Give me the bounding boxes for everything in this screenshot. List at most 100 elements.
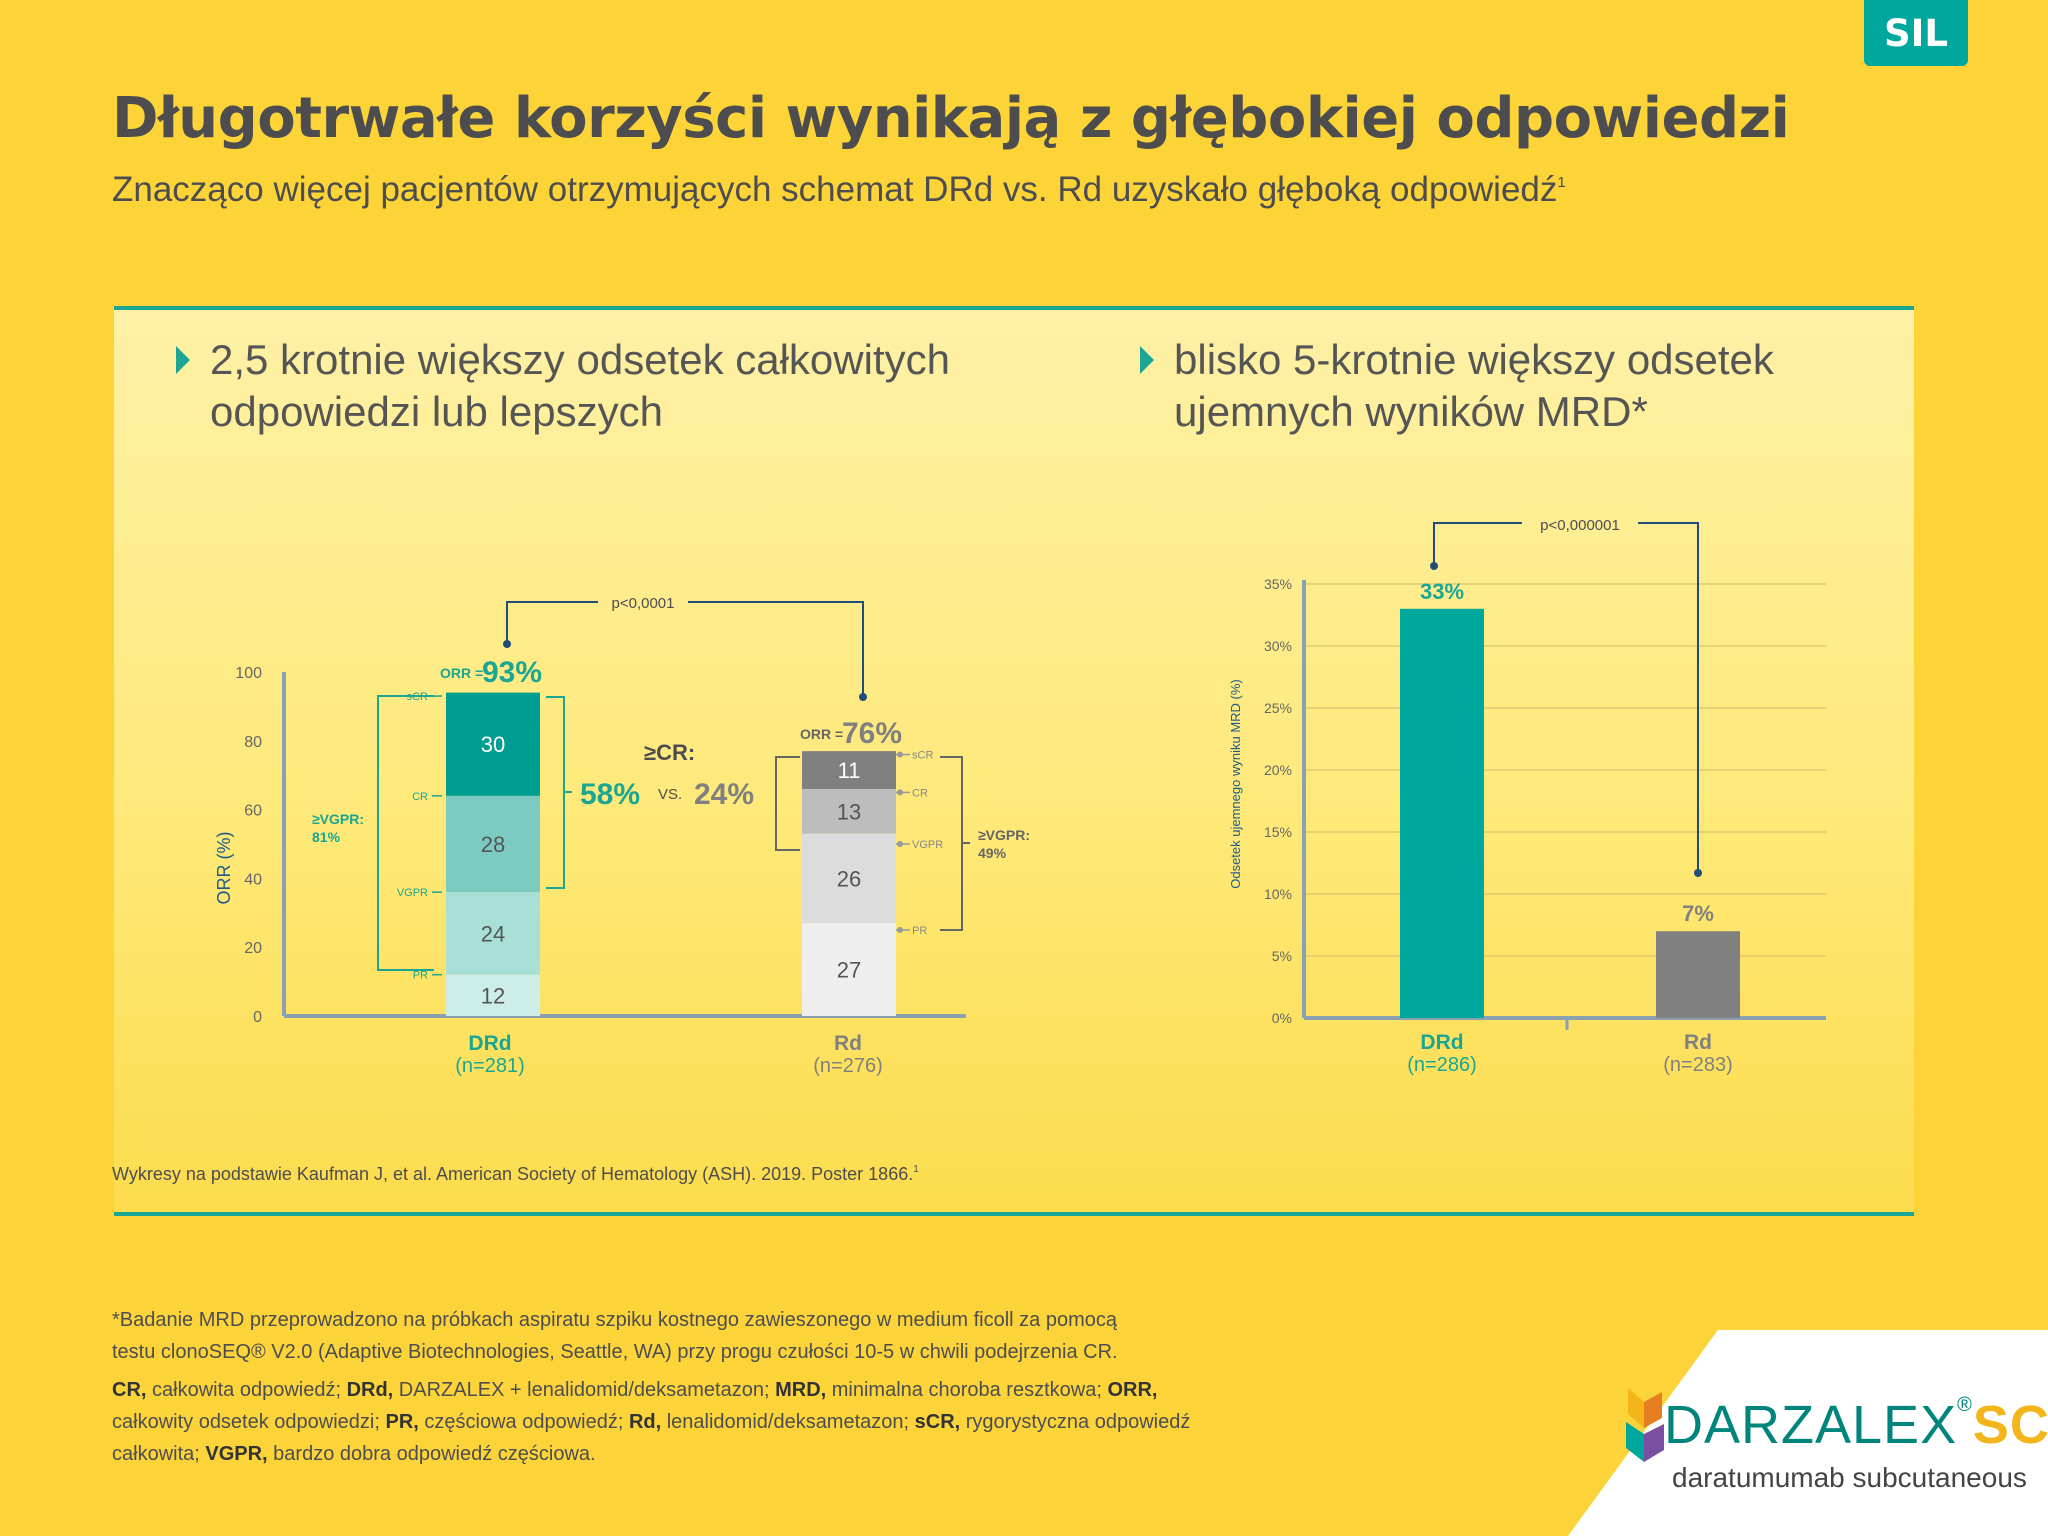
abbr-definition: częściowa odpowiedź;: [418, 1411, 629, 1433]
abbr-term: Rd,: [628, 1411, 662, 1433]
level-label-rd-scr: sCR: [912, 750, 933, 762]
abbr-term: VGPR,: [205, 1443, 268, 1465]
mrd-y-tick-label: 15%: [1264, 824, 1292, 840]
y-axis-label: ORR (%): [214, 832, 234, 905]
sil-badge: SIL: [1864, 0, 1968, 66]
pvalue-right: p<0,000001: [1540, 517, 1620, 534]
logo-corner: [1568, 1330, 2048, 1536]
abbr-term: PR,: [385, 1411, 419, 1433]
source-note: Wykresy na podstawie Kaufman J, et al. A…: [112, 1164, 919, 1185]
segment-value-label: 12: [481, 983, 505, 1008]
mrd-category-label-rd: Rd: [1684, 1031, 1712, 1054]
logo-name: DARZALEX: [1664, 1395, 1958, 1455]
level-label-scr: sCR: [407, 691, 428, 703]
level-label-vgpr: VGPR: [397, 887, 428, 899]
logo-subtitle: daratumumab subcutaneous: [1672, 1462, 2027, 1493]
cr-vs: VS.: [658, 786, 682, 803]
mrd-footnote-line-2: testu clonoSEQ® V2.0 (Adaptive Biotechno…: [112, 1341, 1118, 1363]
cr-bracket-drd: [546, 696, 565, 889]
abbr-definition: rygorystyczna odpowiedź całkowita;: [112, 1411, 1191, 1465]
level-label-rd-cr: CR: [912, 787, 928, 799]
level-label-rd-vgpr: VGPR: [912, 839, 943, 851]
orr-prefix-drd: ORR =: [440, 665, 483, 681]
subtitle-text: Znacząco więcej pacjentów otrzymujących …: [112, 170, 1558, 209]
segment-value-label: 28: [481, 832, 505, 857]
segment-value-label: 27: [837, 958, 861, 983]
bar-segment-drd-cr: [446, 795, 540, 893]
level-label-pr: PR: [413, 970, 428, 982]
cr-label: ≥CR:: [644, 740, 695, 765]
page-title: Długotrwałe korzyści wynikają z głębokie…: [112, 86, 1790, 151]
segment-value-label: 11: [838, 758, 861, 783]
mrd-y-tick-label: 0%: [1272, 1010, 1292, 1026]
right-heading-line-2: ujemnych wyników MRD*: [1174, 388, 1648, 435]
abbr-term: ORR,: [1107, 1379, 1158, 1401]
mrd-footnote: *Badanie MRD przeprowadzono na próbkach …: [112, 1304, 1292, 1368]
mrd-y-tick-label: 10%: [1264, 886, 1292, 902]
abbr-definition: całkowita odpowiedź;: [146, 1379, 347, 1401]
right-heading: blisko 5-krotnie większy odsetek ujemnyc…: [1174, 334, 1774, 438]
abbr-definition: minimalna choroba resztkowa;: [826, 1379, 1108, 1401]
vgpr-value-drd: 81%: [312, 829, 341, 845]
mrd-pvalue-connector: [1433, 522, 1699, 872]
abbr-definition: całkowity odsetek odpowiedzi;: [112, 1411, 386, 1433]
bar-segment-rd-pr: [802, 923, 896, 1016]
mrd-category-n-drd: (n=286): [1407, 1054, 1477, 1076]
source-text: Wykresy na podstawie Kaufman J, et al. A…: [112, 1164, 914, 1184]
abbreviations: CR, całkowita odpowiedź; DRd, DARZALEX +…: [112, 1374, 1202, 1470]
left-heading: 2,5 krotnie większy odsetek całkowitych …: [210, 334, 950, 438]
abbr-definition: lenalidomid/deksametazon;: [661, 1411, 915, 1433]
right-heading-line-1: blisko 5-krotnie większy odsetek: [1174, 336, 1774, 383]
left-heading-line-2: odpowiedzi lub lepszych: [210, 388, 663, 435]
pvalue-connector: [506, 601, 864, 694]
category-label-rd: Rd: [834, 1032, 862, 1055]
mrd-category-n-rd: (n=283): [1663, 1054, 1733, 1076]
bullet-arrow-icon: [1140, 346, 1154, 374]
vgpr-label-drd: ≥VGPR:: [312, 811, 364, 827]
segment-value-label: 24: [481, 921, 505, 946]
cr-value-rd: 24%: [694, 778, 754, 811]
source-ref: 1: [913, 1164, 919, 1175]
pvalue-left: p<0,0001: [612, 595, 675, 612]
bar-segment-rd-cr: [802, 788, 896, 834]
y-tick-label: 80: [244, 734, 262, 751]
mrd-y-tick-label: 25%: [1264, 700, 1292, 716]
segment-value-label: 26: [837, 866, 861, 891]
content-panel: [114, 306, 1914, 1216]
mrd-y-tick-label: 30%: [1264, 638, 1292, 654]
bar-segment-drd-vgpr: [446, 892, 540, 975]
cr-value-drd: 58%: [580, 778, 640, 811]
y-tick-label: 100: [235, 665, 262, 682]
bullet-arrow-icon: [176, 346, 190, 374]
logo-suffix: SC: [1972, 1395, 2048, 1455]
mrd-bar-rd: [1656, 931, 1740, 1018]
abbr-term: DRd,: [346, 1379, 394, 1401]
vgpr-value-rd: 49%: [978, 845, 1007, 861]
level-label-cr: CR: [412, 791, 428, 803]
mrd-y-axis-label: Odsetek ujemnego wyniku MRD (%): [1228, 679, 1243, 889]
orr-value-drd: 93%: [482, 656, 542, 689]
darzalex-logo-icon: [1626, 1388, 1664, 1462]
bar-segment-drd-scr: [446, 692, 540, 796]
mrd-y-tick-label: 5%: [1272, 948, 1292, 964]
mrd-category-label-drd: DRd: [1420, 1031, 1463, 1054]
level-label-rd-pr: PR: [912, 925, 927, 937]
logo-wordmark: DARZALEX®SC: [1664, 1394, 2048, 1456]
bar-segment-drd-pr: [446, 974, 540, 1016]
page-subtitle: Znacząco więcej pacjentów otrzymujących …: [112, 170, 1566, 210]
vgpr-label-rd: ≥VGPR:: [978, 827, 1030, 843]
logo-reg: ®: [1957, 1394, 1973, 1416]
segment-value-label: 30: [481, 732, 505, 757]
bar-segment-rd-scr: [802, 751, 896, 789]
mrd-value-label: 33%: [1420, 579, 1464, 604]
vgpr-bracket-drd: [377, 695, 434, 971]
y-tick-label: 60: [244, 803, 262, 820]
abbr-definition: bardzo dobra odpowiedź częściowa.: [267, 1443, 596, 1465]
orr-prefix-rd: ORR =: [800, 726, 843, 742]
bar-segment-rd-vgpr: [802, 833, 896, 924]
segment-value-label: 13: [837, 799, 861, 824]
y-tick-label: 0: [253, 1009, 262, 1026]
category-label-drd: DRd: [468, 1032, 511, 1055]
mrd-value-label: 7%: [1682, 901, 1714, 926]
